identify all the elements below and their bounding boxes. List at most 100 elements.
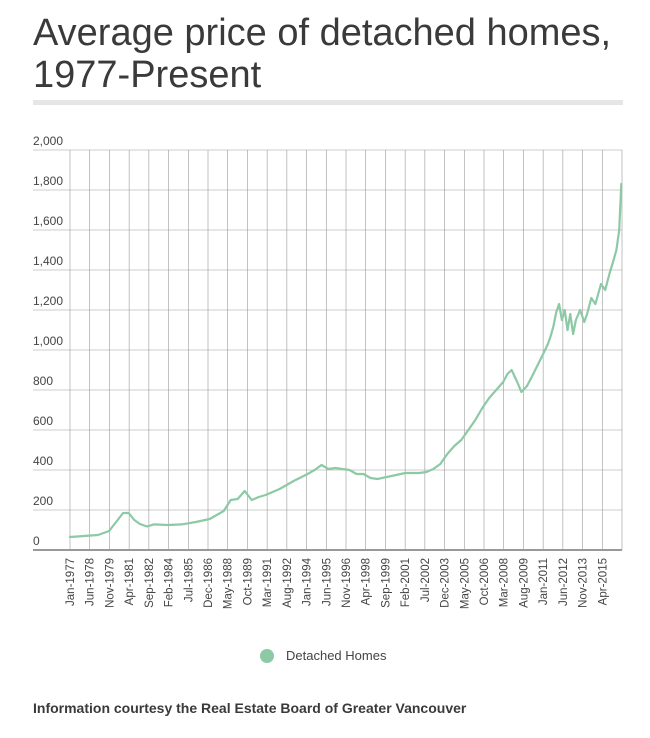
data-point: [506, 373, 509, 375]
data-point: [526, 385, 528, 387]
legend: Detached Homes: [260, 648, 386, 663]
x-tick-label: Jun-1995: [321, 558, 333, 606]
y-tick-label: 1,600: [33, 214, 63, 228]
data-point: [139, 523, 141, 525]
data-point: [313, 469, 316, 471]
data-point: [530, 377, 533, 379]
y-tick-label: 800: [33, 374, 53, 388]
x-tick-label: Jan-1994: [302, 557, 314, 606]
data-point: [510, 369, 513, 371]
x-tick-label: Apr-1998: [361, 558, 373, 605]
data-point: [569, 313, 572, 315]
title-divider: [33, 100, 623, 105]
data-point: [502, 381, 505, 383]
x-tick-label: Feb-1984: [164, 557, 176, 607]
data-point: [166, 524, 169, 526]
data-point: [612, 259, 615, 261]
x-tick-label: Apr-2015: [597, 558, 609, 605]
data-point: [369, 477, 372, 479]
data-point: [600, 283, 602, 285]
x-tick-label: May-1988: [223, 558, 235, 609]
x-tick-label: Sep-1999: [380, 558, 392, 608]
x-tick-label: Dec-1986: [203, 558, 215, 608]
data-point: [257, 496, 260, 498]
data-point: [194, 521, 197, 523]
x-tick-label: Nov-2013: [578, 558, 590, 608]
data-point: [320, 464, 323, 466]
series-line-detached-homes: [68, 182, 623, 539]
y-tick-label: 2,000: [33, 134, 63, 148]
x-tick-label: May-2005: [459, 558, 471, 609]
y-tick-label: 600: [33, 414, 53, 428]
data-point: [544, 349, 546, 351]
data-point: [425, 471, 428, 473]
data-point: [495, 389, 498, 391]
data-point: [590, 297, 593, 299]
data-point: [516, 381, 519, 383]
x-tick-label: Oct-1989: [242, 558, 254, 605]
data-point: [292, 480, 295, 482]
data-point: [180, 523, 183, 526]
line-chart: 0 200 400 600 800 1,000 1,200 1,400 1,600 1,800 2,…: [33, 134, 623, 609]
data-point: [83, 535, 85, 537]
x-tick-label: Jan-2011: [538, 558, 550, 605]
data-point: [481, 407, 484, 409]
data-point: [229, 499, 232, 501]
x-tick-label: Nov-1979: [104, 558, 116, 608]
data-point: [537, 363, 540, 365]
y-tick-label: 1,000: [33, 334, 63, 348]
data-point: [127, 512, 130, 514]
vertical-gridlines: [69, 150, 623, 550]
data-point: [552, 325, 555, 327]
data-point: [376, 478, 379, 480]
source-credit: Information courtesy the Real Estate Boa…: [33, 700, 467, 716]
legend-swatch-detached-homes: [260, 648, 274, 663]
data-point: [327, 468, 330, 470]
data-point: [152, 523, 155, 526]
legend-label-detached-homes: Detached Homes: [286, 648, 387, 663]
x-tick-label: Mar-1991: [262, 558, 274, 607]
data-point: [594, 303, 597, 305]
data-point: [306, 473, 309, 475]
x-tick-label: Apr-1981: [124, 558, 136, 605]
data-point: [390, 475, 393, 477]
data-point: [404, 472, 407, 474]
data-point: [583, 321, 586, 323]
chart-title: Average price of detached homes, 1977-Pr…: [33, 12, 612, 96]
data-point: [608, 273, 611, 275]
data-point: [488, 397, 491, 399]
data-point: [355, 473, 358, 475]
data-point: [115, 521, 117, 523]
data-point: [243, 490, 246, 492]
data-point: [250, 499, 253, 501]
data-point: [334, 467, 337, 469]
data-point: [558, 303, 560, 305]
y-tick-label: 200: [33, 494, 53, 508]
data-point: [561, 319, 563, 321]
data-point: [236, 498, 239, 500]
data-point: [146, 525, 148, 528]
data-point: [69, 536, 71, 538]
x-tick-label: Jul-2002: [420, 558, 432, 602]
data-point: [453, 445, 456, 447]
data-point: [97, 534, 99, 536]
data-point: [547, 343, 549, 345]
data-point: [566, 329, 569, 331]
data-point: [222, 510, 225, 512]
data-point: [208, 518, 211, 520]
data-point: [620, 183, 623, 185]
x-tick-label: Feb-2001: [400, 558, 412, 607]
data-point: [432, 468, 435, 470]
data-point: [108, 530, 110, 532]
x-tick-label: Jun-1978: [85, 558, 97, 606]
x-tick-label: Oct-2006: [479, 558, 491, 605]
x-axis-labels: Jan-1977 Jun-1978 Nov-1979 Apr-1981 Sep-1982…: [65, 557, 609, 609]
x-tick-label: Dec-2003: [440, 558, 452, 608]
data-point: [572, 333, 574, 335]
data-point: [604, 289, 607, 291]
y-tick-label: 400: [33, 454, 53, 468]
data-point: [474, 419, 477, 421]
x-tick-label: Jul-1985: [183, 558, 195, 602]
y-tick-label: 1,400: [33, 254, 63, 268]
data-point: [520, 391, 523, 393]
